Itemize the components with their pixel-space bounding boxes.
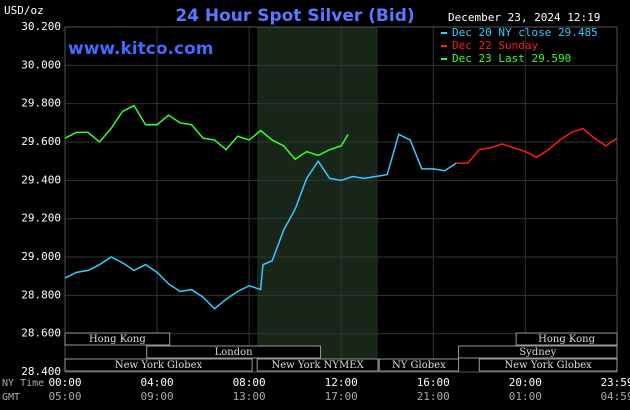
- x2-tick-label: 05:00: [48, 390, 81, 403]
- chart-title: 24 Hour Spot Silver (Bid): [175, 6, 414, 26]
- x-tick-label: 20:00: [509, 376, 542, 389]
- session-bar: [146, 345, 321, 359]
- y-tick-label: 29.000: [21, 250, 61, 263]
- session-label: New York NYMEX: [272, 360, 365, 371]
- y-tick-label: 30.000: [21, 58, 61, 71]
- x-row-label: NY Time: [2, 378, 44, 389]
- x2-tick-label: 01:00: [509, 390, 542, 403]
- legend-label: Dec 23 Last 29.590: [452, 52, 571, 65]
- session-bar: [64, 358, 253, 372]
- x-tick-label: 16:00: [417, 376, 450, 389]
- series-line: [64, 133, 457, 310]
- y-tick-label: 29.800: [21, 97, 61, 110]
- y-tick-label: 28.400: [21, 365, 61, 378]
- legend-label: Dec 20 NY close 29.485: [452, 26, 598, 39]
- x2-tick-label: 17:00: [325, 390, 358, 403]
- legend-label: Dec 22 Sunday: [452, 39, 538, 52]
- session-label: Hong Kong: [89, 334, 146, 345]
- x-tick-label: 08:00: [233, 376, 266, 389]
- x-tick-label: 04:00: [141, 376, 174, 389]
- y-tick-label: 28.600: [21, 327, 61, 340]
- y-tick-label: 28.800: [21, 288, 61, 301]
- session-label: Sydney: [519, 347, 556, 358]
- session-bar: [458, 345, 618, 359]
- x-row-label: GMT: [2, 392, 20, 403]
- y-tick-label: 29.400: [21, 173, 61, 186]
- date-label: December 23, 2024 12:19: [448, 11, 600, 24]
- x-tick-label: 23:59: [600, 376, 630, 389]
- y-tick-label: 29.200: [21, 212, 61, 225]
- x2-tick-label: 21:00: [417, 390, 450, 403]
- watermark: www.kitco.com: [68, 39, 213, 59]
- series-line: [456, 127, 618, 164]
- session-label: New York Globex: [504, 360, 592, 371]
- y-tick-label: 29.600: [21, 135, 61, 148]
- x2-tick-label: 09:00: [141, 390, 174, 403]
- session-bar: [64, 332, 171, 346]
- session-shade: [257, 27, 379, 372]
- series-line: [64, 104, 349, 161]
- session-bar: [256, 358, 379, 372]
- x-tick-label: 00:00: [48, 376, 81, 389]
- session-bar: [478, 358, 618, 372]
- plot-frame: [64, 26, 618, 373]
- x-tick-label: 12:00: [325, 376, 358, 389]
- session-label: NY Globex: [392, 360, 446, 371]
- session-bar: [515, 332, 618, 346]
- session-bar: [378, 358, 460, 372]
- x2-tick-label: 13:00: [233, 390, 266, 403]
- session-label: New York Globex: [115, 360, 203, 371]
- unit-label: USD/oz: [4, 4, 44, 17]
- y-tick-label: 30.200: [21, 20, 61, 33]
- x2-tick-label: 04:59: [600, 390, 630, 403]
- session-label: London: [215, 347, 254, 358]
- session-label: Hong Kong: [538, 334, 595, 345]
